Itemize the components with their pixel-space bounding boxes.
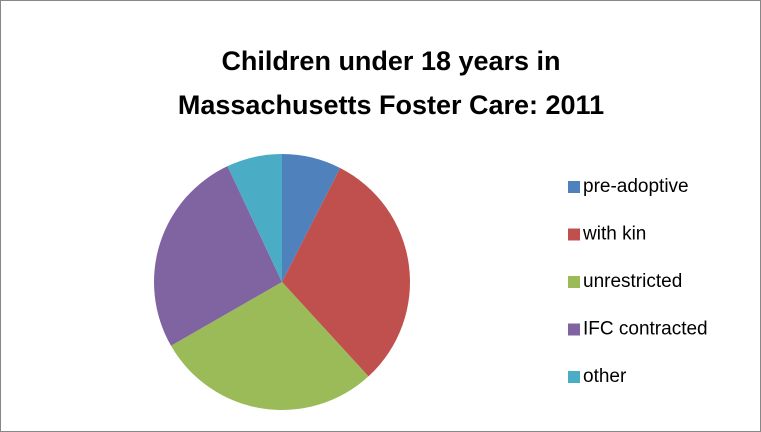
pie-slice	[171, 282, 369, 410]
legend-swatch	[568, 276, 580, 288]
pie-slice	[227, 154, 282, 282]
legend-swatch	[568, 228, 580, 241]
legend-label: with kin	[582, 224, 646, 245]
chart-title: Children under 18 years in Massachusetts…	[177, 46, 605, 120]
pie-slice	[282, 154, 341, 282]
legend-label: IFC contracted	[583, 319, 708, 340]
pie-slice	[154, 166, 282, 346]
legend-label: unrestricted	[583, 271, 682, 292]
legend-swatch	[568, 181, 580, 193]
pie-slice	[282, 167, 410, 377]
legend-label: other	[583, 366, 627, 387]
legend-swatch	[568, 371, 580, 383]
legend-label: pre-adoptive	[583, 176, 689, 197]
legend-swatch	[568, 323, 580, 336]
